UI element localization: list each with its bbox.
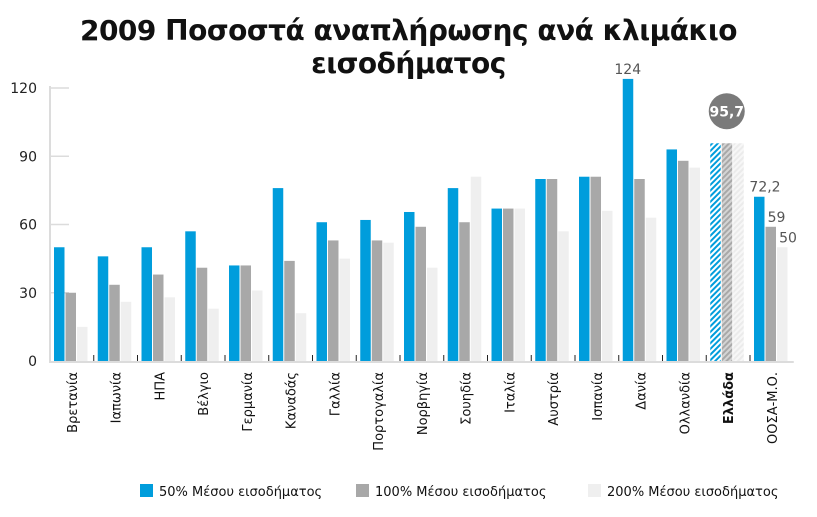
bar-1: [447, 188, 459, 361]
bar-1: [404, 211, 415, 361]
x-tick-label: Ιαπωνία: [110, 372, 125, 423]
x-tick-label: Αυστρία: [547, 372, 562, 426]
bar-2: [328, 240, 339, 361]
bar-2: [65, 292, 76, 361]
x-tick-label: Πορτογαλία: [372, 372, 387, 451]
x-tick-label: Ελλάδα: [722, 372, 737, 424]
bar-3: [427, 267, 438, 361]
bar-1: [666, 149, 677, 361]
bar-2: [765, 226, 776, 361]
y-tick-label: 60: [19, 218, 37, 234]
data-label: 95,7: [709, 104, 744, 120]
bar-1: [710, 143, 721, 361]
bar-3: [208, 308, 219, 361]
bar-1: [185, 231, 196, 361]
legend-swatch: [140, 484, 153, 497]
x-tick-label: Νορβηγία: [416, 372, 431, 435]
bar-2: [590, 176, 601, 361]
bar-1: [579, 176, 590, 361]
x-tick-label: Σουηδία: [460, 372, 475, 425]
x-tick-label: Δανία: [635, 372, 650, 410]
x-tick-label: Γαλλία: [328, 372, 343, 416]
legend-swatch: [588, 484, 601, 497]
bar-1: [272, 188, 284, 361]
bar-2: [721, 143, 733, 361]
bar-2: [546, 179, 558, 361]
bar-2: [503, 208, 514, 361]
x-tick-label: ΗΠΑ: [153, 372, 168, 401]
bar-1: [54, 247, 65, 361]
bar-3: [339, 258, 350, 361]
y-tick-label: 90: [19, 149, 37, 165]
bar-1: [141, 247, 152, 361]
bar-3: [558, 231, 569, 361]
x-tick-label: Καναδάς: [285, 372, 300, 429]
bar-1: [754, 196, 765, 361]
bar-3: [295, 313, 307, 361]
bar-2: [109, 284, 120, 361]
bar-3: [689, 167, 700, 361]
bar-2: [678, 160, 689, 361]
bar-3: [733, 143, 744, 361]
bar-1: [229, 265, 240, 361]
data-label: 72,2: [749, 180, 780, 196]
x-tick-label: Βρετανία: [66, 372, 81, 433]
y-tick-label: 120: [10, 81, 37, 97]
bar-3: [777, 247, 788, 361]
bar-1: [360, 219, 371, 361]
bar-1: [491, 208, 502, 361]
bar-1: [97, 256, 109, 361]
bar-3: [602, 210, 613, 361]
bar-3: [645, 217, 657, 361]
legend-label: 200% Μέσου εισοδήματος: [607, 485, 778, 500]
bar-1: [622, 78, 634, 362]
bar-3: [470, 176, 482, 361]
bar-2: [153, 274, 164, 361]
bar-3: [120, 301, 132, 361]
bar-2: [371, 240, 383, 361]
x-tick-label: Βέλγιο: [197, 372, 212, 416]
bar-2: [459, 222, 470, 361]
bar-2: [634, 179, 645, 361]
legend-label: 50% Μέσου εισοδήματος: [159, 485, 322, 500]
bar-1: [535, 179, 546, 361]
bar-3: [514, 208, 525, 361]
legend-swatch: [356, 484, 369, 497]
x-tick-label: Ολλανδία: [678, 372, 693, 434]
bar-2: [284, 260, 295, 361]
x-tick-label: Γερμανία: [241, 372, 256, 432]
y-tick-label: 0: [28, 354, 37, 370]
bar-1: [316, 222, 327, 361]
bar-2: [240, 265, 251, 361]
chart-title: 2009 Ποσοστά αναπλήρωσης ανά κλιμάκιο ει…: [79, 14, 738, 80]
bar-2: [196, 267, 208, 361]
data-label: 50: [779, 230, 797, 246]
x-tick-label: ΟΟΣΑ-Μ.Ο.: [766, 372, 781, 444]
bar-3: [383, 242, 394, 361]
bar-3: [77, 326, 88, 361]
data-label: 59: [768, 210, 786, 226]
legend-label: 100% Μέσου εισοδήματος: [375, 485, 546, 500]
x-tick-label: Ισπανία: [591, 372, 606, 421]
bar-3: [164, 297, 175, 361]
y-tick-label: 30: [19, 286, 37, 302]
bar-3: [252, 290, 263, 361]
data-label: 124: [614, 62, 641, 78]
data-label-badge: [708, 93, 745, 130]
bar-2: [415, 226, 426, 361]
x-tick-label: Ιταλία: [503, 372, 518, 413]
